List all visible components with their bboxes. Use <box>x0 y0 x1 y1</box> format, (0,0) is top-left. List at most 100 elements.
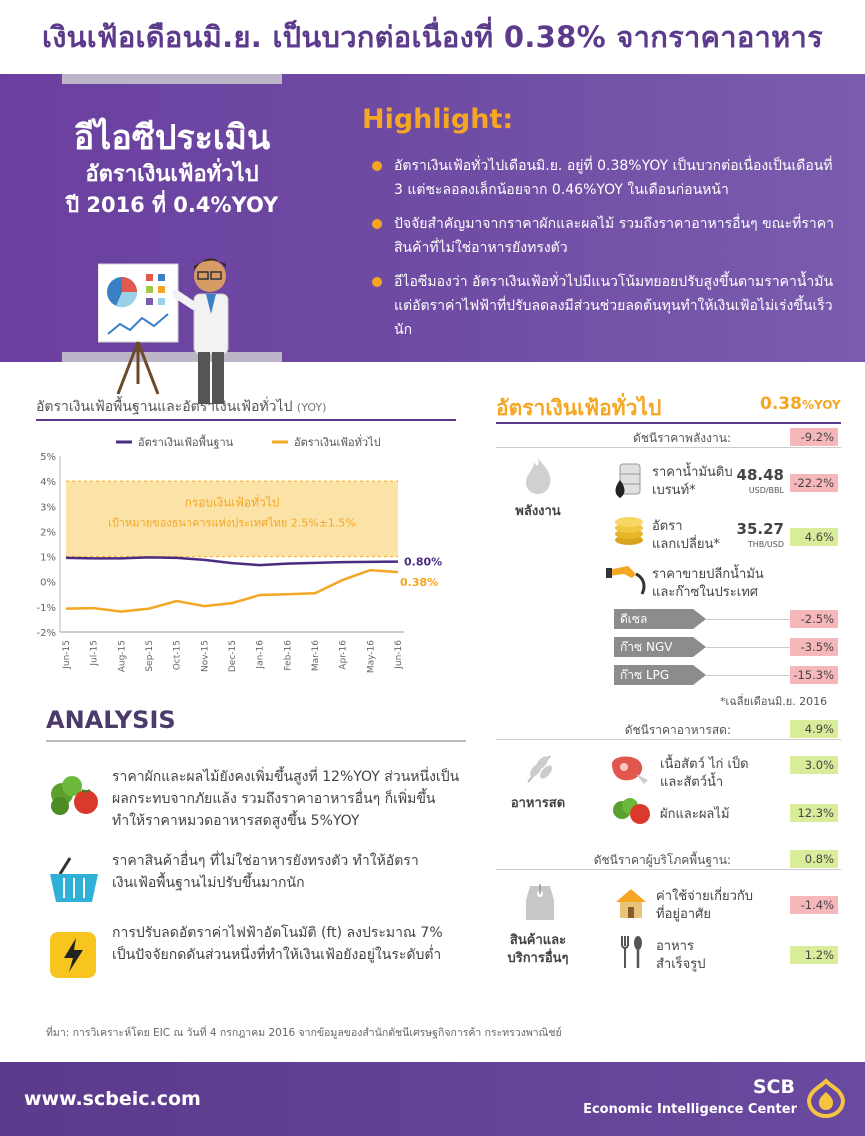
band-label-1: กรอบเงินเฟ้อทั่วไป <box>185 493 280 509</box>
fuel-nozzle-icon <box>606 566 646 595</box>
energy-category-label: พลังงาน <box>515 504 561 519</box>
meal-label-line1: อาหาร <box>656 939 694 954</box>
x-tick-label: Dec-15 <box>228 640 238 672</box>
brand-name: SCB <box>752 1076 795 1098</box>
ngv-badge: -3.5% <box>790 638 838 656</box>
veg-badge: 12.3% <box>790 804 838 822</box>
forecast-line-3: ปี 2016 ที่ 0.4%YOY <box>65 193 279 217</box>
diesel-badge: -2.5% <box>790 610 838 628</box>
target-band <box>66 481 398 557</box>
energy-footnote: *เฉลี่ยเดือนมิ.ย. 2016 <box>720 695 828 708</box>
headline-value-number: 0.38 <box>760 394 802 414</box>
x-tick-label: Sep-15 <box>145 640 155 672</box>
x-tick-label: Aug-15 <box>117 640 127 672</box>
highlight-title: Highlight: <box>362 104 514 135</box>
fx-label-line1: อัตรา <box>652 519 683 534</box>
series-line-1 <box>65 568 399 613</box>
title-bar: เงินเฟ้อเดือนมิ.ย. เป็นบวกต่อเนื่องที่ 0… <box>0 0 865 74</box>
basket-icon <box>50 857 98 902</box>
banner-stripe-bottom <box>62 352 282 362</box>
y-tick-label: 2% <box>40 527 56 538</box>
headline-underline <box>496 422 841 424</box>
x-tick-label: Jan-16 <box>256 640 266 670</box>
meal-label-line2: สำเร็จรูป <box>656 957 706 972</box>
headline-inflation-value: 0.38%YOY <box>760 394 841 414</box>
y-tick-label: 0% <box>40 578 56 589</box>
analysis-text: ราคาสินค้าอื่นๆ ที่ไม่ใช่อาหารยังทรงตัว … <box>112 853 419 891</box>
brand-subtitle: Economic Intelligence Center <box>583 1102 797 1117</box>
wheat-icon <box>527 755 552 783</box>
analysis-item-electricity: การปรับลดอัตราค่าไฟฟ้าอัตโนมัติ (ft) ลงป… <box>46 922 466 992</box>
y-tick-label: -2% <box>37 628 56 639</box>
brent-label-line1: ราคาน้ำมันดิบ <box>652 465 733 480</box>
meat-label: เนื้อสัตว์ ไก่ เป็ด และสัตว์น้ำ <box>660 756 749 792</box>
fuel-line <box>706 675 790 676</box>
fuel-tag-ngv: ก๊าซ NGV <box>614 637 706 657</box>
vegetables-small-icon <box>613 798 650 824</box>
meat-label-line2: และสัตว์น้ำ <box>660 775 724 790</box>
meat-label-line1: เนื้อสัตว์ ไก่ เป็ด <box>660 757 749 772</box>
website-link[interactable]: www.scbeic.com <box>24 1088 201 1110</box>
analysis-item-basket: ราคาสินค้าอื่นๆ ที่ไม่ใช่อาหารยังทรงตัว … <box>46 850 466 920</box>
meat-badge: 3.0% <box>790 756 838 774</box>
chart-title-text: อัตราเงินเฟ้อพื้นฐานและอัตราเงินเฟ้อทั่ว… <box>36 399 293 415</box>
x-tick-label: Apr-16 <box>339 640 349 670</box>
highlight-item: ปัจจัยสำคัญมาจากราคาผักและผลไม้ รวมถึงรา… <box>372 212 842 260</box>
analysis-text: การปรับลดอัตราค่าไฟฟ้าอัตโนมัติ (ft) ลงป… <box>112 925 443 963</box>
forecast-line-1: อีไอซีประเมิน <box>73 118 271 158</box>
vegetables-icon <box>51 776 98 815</box>
x-tick-label: Oct-15 <box>173 640 183 670</box>
x-tick-label: Jun-16 <box>394 640 404 670</box>
analysis-item-vegetables: ราคาผักและผลไม้ยังคงเพิ่มขึ้นสูงที่ 12%Y… <box>46 766 466 836</box>
legend-label-1: อัตราเงินเฟ้อทั่วไป <box>294 434 381 449</box>
y-tick-label: 3% <box>40 502 56 513</box>
page-title: เงินเฟ้อเดือนมิ.ย. เป็นบวกต่อเนื่องที่ 0… <box>41 20 823 54</box>
end-label-core: 0.80% <box>404 556 442 569</box>
meal-label: อาหาร สำเร็จรูป <box>656 938 706 974</box>
housing-label: ค่าใช้จ่ายเกี่ยวกับ ที่อยู่อาศัย <box>656 888 753 924</box>
core-category-line1: สินค้าและ <box>509 933 567 948</box>
y-tick-label: 4% <box>40 477 56 488</box>
brent-label-line2: เบรนท์* <box>652 483 696 498</box>
x-tick-label: Nov-15 <box>200 640 210 672</box>
brent-change-badge: -22.2% <box>790 474 838 492</box>
x-tick-label: Jul-15 <box>90 640 100 667</box>
brent-label: ราคาน้ำมันดิบ เบรนท์* <box>652 464 733 500</box>
food-index-row: ดัชนีราคาอาหารสด: <box>496 718 841 740</box>
fork-spoon-icon <box>621 936 642 968</box>
lightning-icon <box>50 932 96 978</box>
brent-value: 48.48 <box>736 466 784 484</box>
y-tick-label: 5% <box>40 452 56 463</box>
forecast-line-2: อัตราเงินเฟ้อทั่วไป <box>85 162 259 187</box>
fuel-tag-diesel: ดีเซล <box>614 609 706 629</box>
x-tick-label: Feb-16 <box>283 640 293 671</box>
x-tick-label: Mar-16 <box>311 640 321 671</box>
chart-title-underline <box>36 419 456 421</box>
forecast-block: อีไอซีประเมิน อัตราเงินเฟ้อทั่วไป ปี 201… <box>42 116 302 220</box>
energy-index-row: ดัชนีราคาพลังงาน: <box>496 426 841 448</box>
series-line-0 <box>65 556 399 567</box>
coins-icon <box>615 517 643 545</box>
food-category-label: อาหารสด <box>510 796 566 811</box>
highlight-item: อัตราเงินเฟ้อทั่วไปเดือนมิ.ย. อยู่ที่ 0.… <box>372 154 842 202</box>
x-tick-label: Jun-15 <box>62 640 72 670</box>
banner-stripe-top <box>62 74 282 84</box>
x-tick-label: May-16 <box>366 640 376 673</box>
footer: www.scbeic.com SCB Economic Intelligence… <box>0 1062 865 1136</box>
energy-index-badge: -9.2% <box>790 428 838 446</box>
chart-title: อัตราเงินเฟ้อพื้นฐานและอัตราเงินเฟ้อทั่ว… <box>36 396 326 418</box>
brent-unit: USD/BBL <box>748 486 784 495</box>
fx-change-badge: 4.6% <box>790 528 838 546</box>
lpg-badge: -15.3% <box>790 666 838 684</box>
veg-label: ผักและผลไม้ <box>660 807 730 822</box>
meat-icon <box>612 756 648 784</box>
analysis-underline <box>46 740 466 742</box>
highlight-list: อัตราเงินเฟ้อทั่วไปเดือนมิ.ย. อยู่ที่ 0.… <box>372 154 842 352</box>
retail-fuel-label: ราคาขายปลีกน้ำมัน และก๊าซในประเทศ <box>652 566 764 602</box>
chart-title-unit: (YOY) <box>296 401 327 414</box>
price-tag-icon <box>526 884 554 920</box>
housing-label-line2: ที่อยู่อาศัย <box>656 907 711 922</box>
meal-badge: 1.2% <box>790 946 838 964</box>
fuel-line <box>706 647 790 648</box>
end-label-headline: 0.38% <box>400 576 438 589</box>
